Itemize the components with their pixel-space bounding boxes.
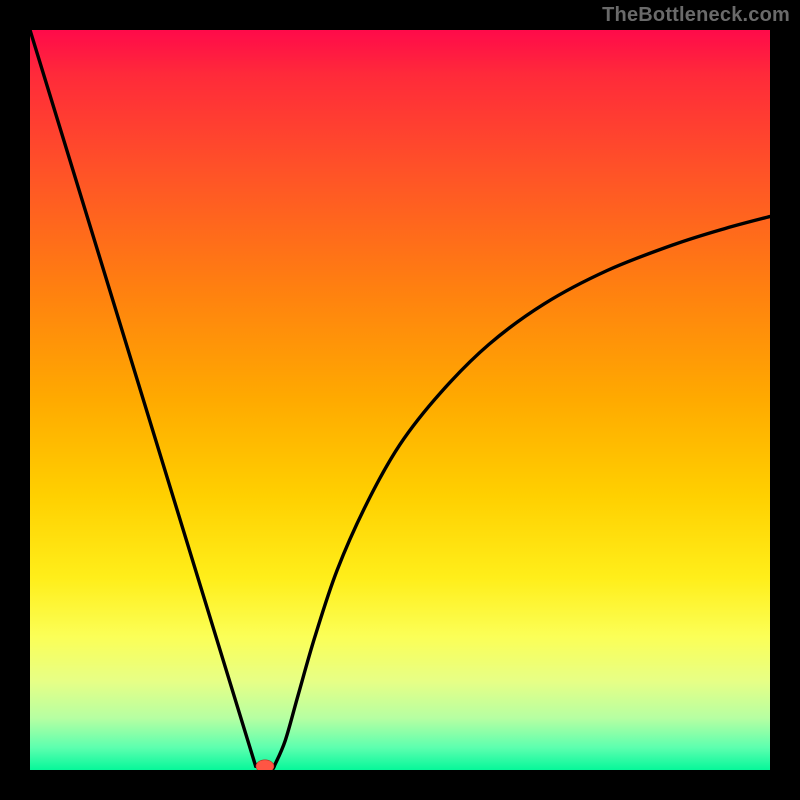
curve-svg [30, 30, 770, 770]
watermark-text: TheBottleneck.com [602, 4, 790, 27]
optimal-marker [256, 760, 274, 770]
stage: TheBottleneck.com [0, 0, 800, 800]
plot-area [30, 30, 770, 770]
curve-left [30, 30, 256, 766]
curve-right [273, 216, 770, 768]
